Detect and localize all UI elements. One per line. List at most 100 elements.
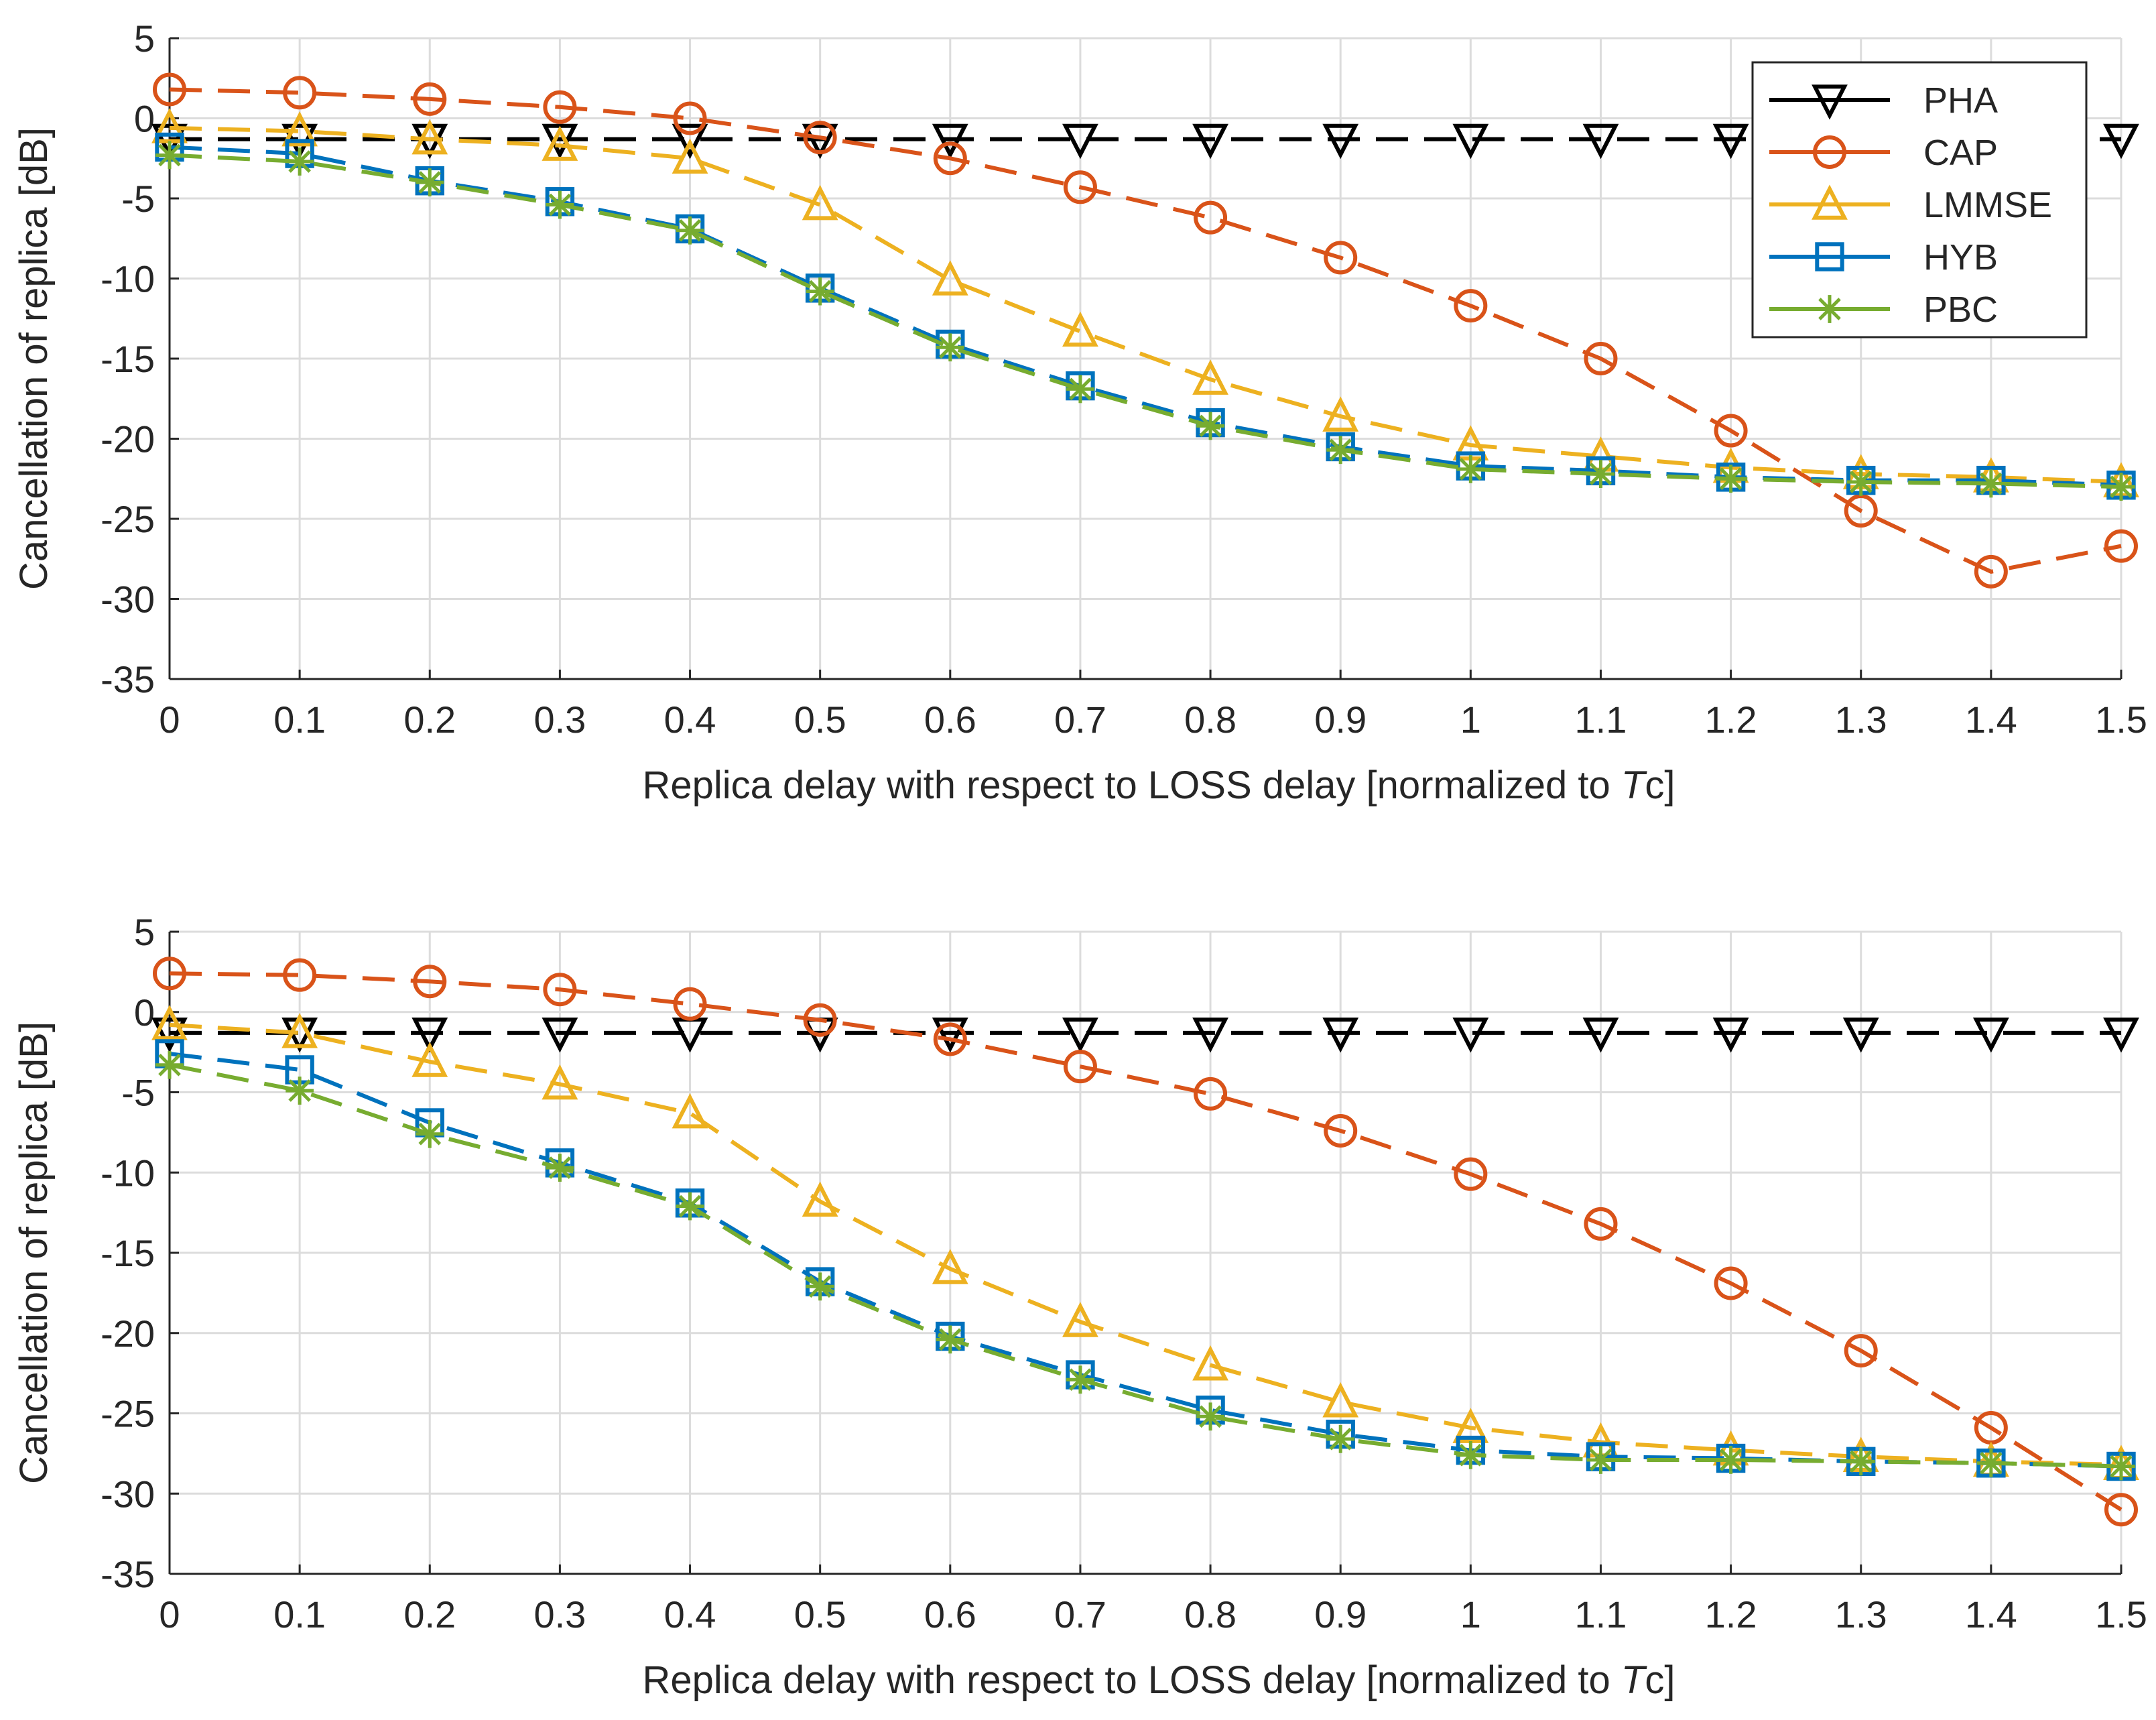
data-point-pha [1322,123,1359,160]
data-point-pbc [1586,1446,1615,1474]
data-point-pha [2103,1018,2139,1053]
data-point-cap [1324,1113,1358,1148]
data-point-pha [932,1018,968,1053]
data-point-pha [1582,123,1619,160]
data-point-pbc-stroke [1980,1451,2003,1475]
data-point-cap [543,90,577,124]
data-point-cap [1844,494,1878,528]
legend-entry-pbc: PBC [1769,290,1998,330]
data-point-pbc-stroke [548,1156,572,1179]
data-point-pbc-stroke [1069,1368,1092,1392]
data-point-pbc-stroke [1199,414,1222,438]
data-point-pbc [676,216,704,245]
x-tick-label: 0.5 [794,698,846,741]
x-tick-label: 0.1 [273,1593,326,1636]
data-point-lmmse [1452,1408,1489,1443]
legend-entry-hyb: HYB [1769,237,1998,278]
data-point-pbc-stroke [1199,1405,1222,1428]
data-point-cap [1974,554,2008,589]
data-point-pbc [936,333,964,362]
data-point-pha [802,123,838,160]
data-point-cap [1844,1334,1878,1368]
y-tick-label: -10 [101,1152,155,1194]
data-point-pbc [1326,1424,1355,1453]
series-line-pbc [169,1062,2122,1469]
legend-label-lmmse: LMMSE [1923,185,2052,225]
data-point-pha [1192,123,1228,160]
data-point-lmmse [542,125,578,161]
data-point-pbc-stroke [418,171,442,194]
x-tick-label: 0.8 [1184,698,1236,741]
data-point-pbc [1976,469,2005,498]
data-point-pbc-stroke [158,1053,181,1077]
data-point-cap [543,973,577,1007]
data-point-pbc-stroke [1329,1428,1352,1451]
x-tick-label: 1 [1460,698,1481,741]
data-point-pbc [1326,436,1355,465]
data-point-pbc-stroke [288,1079,311,1102]
legend-marker-pbc [1816,295,1844,323]
data-point-lmmse [802,1181,838,1217]
x-tick-label: 1.2 [1705,1593,1757,1636]
legend-label-pbc: PBC [1923,290,1998,330]
legend-box [1751,61,2088,339]
legend: PHA CAP LMMSE HYB PBC [1751,61,2088,339]
data-point-pbc-stroke [808,280,832,303]
data-point-pbc-stroke [1849,471,1873,493]
data-point-pha [151,1018,188,1053]
data-point-pbc [2107,1452,2135,1481]
data-point-lmmse [1322,396,1359,432]
x-axis-label-text: Replica delay with respect to LOSS delay… [643,763,1621,807]
series-line-lmmse [169,1022,2122,1467]
data-point-lmmse [542,1064,578,1100]
y-tick-label: 0 [134,98,155,140]
data-point-pbc-stroke [1329,438,1352,462]
data-point-pha [932,123,968,160]
data-point-pbc [155,141,184,170]
data-point-cap [1584,342,1618,375]
series-cap [153,957,2138,1527]
data-point-pbc [416,1119,444,1148]
y-tick-label: -35 [101,658,155,700]
top-chart: 0 0.1 0.2 0.3 0.4 0.5 0.6 0.7 0.8 0.9 1 1.1 1.2 1.3 1.… [12,17,2147,807]
data-point-pha [1842,1018,1879,1053]
legend-label-pha: PHA [1923,80,1998,121]
x-tick-label: 0.3 [533,1593,586,1636]
series-line-pbc [169,153,2122,489]
y-tick-label: -30 [101,1473,155,1515]
x-tick-label: 1.4 [1965,698,2017,741]
data-point-pbc-stroke [288,150,311,173]
x-tick-label: 0 [159,698,180,741]
data-point-pbc [806,277,834,306]
y-tick-label: 5 [134,911,155,953]
x-tick-label: 1.3 [1835,698,1887,741]
y-tick-label: -35 [101,1553,155,1595]
data-point-pbc-stroke [1589,1449,1612,1471]
data-point-pbc-stroke [1849,1450,1873,1473]
data-point-pha [1452,123,1489,160]
y-axis-label: Cancellation of replica [dB] [12,1022,56,1484]
data-point-pbc-stroke [2110,1455,2133,1478]
data-point-pbc-stroke [1459,458,1482,481]
series-pbc [155,141,2135,501]
legend-label-hyb: HYB [1923,237,1998,278]
x-axis-label-text: c] [1645,1658,1675,1702]
data-point-pbc-stroke [938,336,962,359]
x-tick-label: 0 [159,1593,180,1636]
data-point-lmmse [672,138,708,174]
data-point-pbc-stroke [418,1122,442,1146]
data-point-lmmse [281,1013,318,1048]
data-point-pha [1452,1018,1489,1053]
legend-entry-lmmse: LMMSE [1769,184,2052,225]
series-pbc [155,1050,2135,1481]
data-point-pbc-stroke [2110,475,2133,499]
data-point-lmmse [1062,311,1098,347]
legend-marker-cap [1813,135,1846,169]
x-tick-label: 0.2 [403,1593,456,1636]
x-tick-label: 0.5 [794,1593,846,1636]
data-point-pbc [546,190,574,219]
data-point-cap [153,72,186,107]
data-point-cap [1584,1207,1618,1241]
data-point-lmmse [1322,1382,1359,1418]
